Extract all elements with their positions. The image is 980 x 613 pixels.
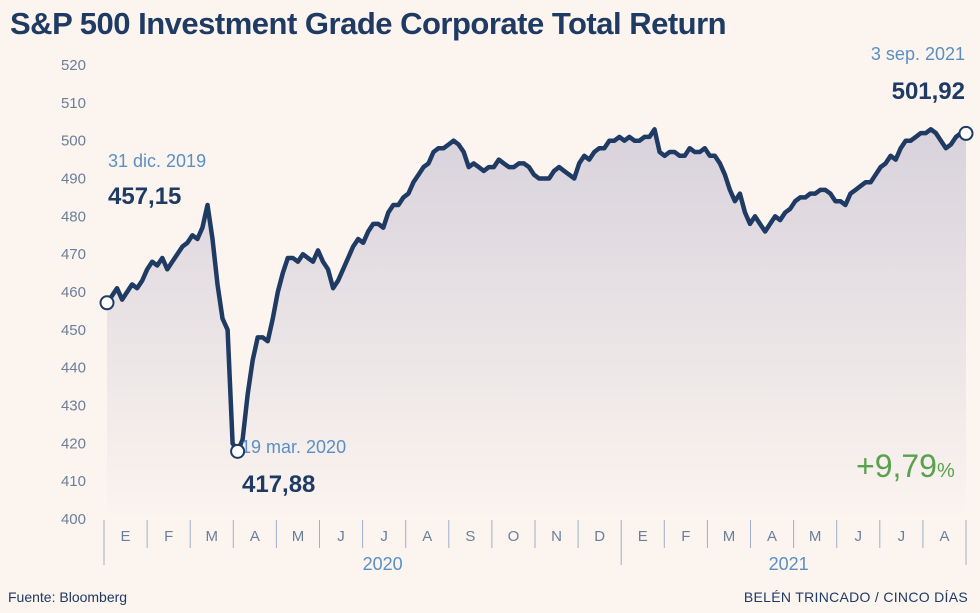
annotation-value: 457,15 bbox=[108, 183, 181, 210]
y-tick-label: 420 bbox=[61, 435, 86, 452]
source-note: Fuente: Bloomberg bbox=[8, 589, 128, 605]
credit-note: BELÉN TRINCADO / CINCO DÍAS bbox=[743, 589, 968, 605]
month-label: M bbox=[206, 528, 219, 545]
y-tick-label: 480 bbox=[61, 208, 86, 225]
month-label: M bbox=[723, 528, 736, 545]
annotation-marker bbox=[230, 443, 246, 459]
y-tick-label: 510 bbox=[61, 95, 86, 112]
year-label: 2021 bbox=[769, 554, 809, 574]
annotations: 31 dic. 2019 457,15 19 mar. 2020 417,88 3 se… bbox=[99, 44, 974, 498]
month-label: E bbox=[638, 528, 648, 545]
month-label: A bbox=[422, 528, 432, 545]
year-label: 2020 bbox=[363, 554, 403, 574]
y-tick-label: 520 bbox=[61, 57, 86, 74]
month-label: M bbox=[292, 528, 305, 545]
annotation-date: 3 sep. 2021 bbox=[871, 44, 965, 64]
y-tick-label: 440 bbox=[61, 360, 86, 377]
month-label: J bbox=[855, 528, 863, 545]
month-label: J bbox=[380, 528, 388, 545]
month-label: E bbox=[121, 528, 131, 545]
month-label: F bbox=[681, 528, 690, 545]
y-axis: 400 410 420 430 440 450 460 470 480 490 500 510 520 bbox=[61, 57, 86, 528]
y-tick-label: 430 bbox=[61, 398, 86, 415]
month-label: A bbox=[250, 528, 260, 545]
annotation-value: 501,92 bbox=[892, 78, 965, 105]
annotation-date: 31 dic. 2019 bbox=[108, 151, 206, 171]
y-tick-label: 490 bbox=[61, 171, 86, 188]
y-tick-label: 410 bbox=[61, 473, 86, 490]
annotation-value: 417,88 bbox=[242, 471, 315, 498]
month-label: D bbox=[594, 528, 605, 545]
series-line bbox=[104, 127, 969, 454]
y-tick-label: 400 bbox=[61, 511, 86, 528]
chart-title: S&P 500 Investment Grade Corporate Total… bbox=[10, 6, 727, 41]
month-label: J bbox=[337, 528, 345, 545]
annotation-marker bbox=[99, 295, 115, 311]
y-tick-label: 500 bbox=[61, 133, 86, 150]
month-label: A bbox=[939, 528, 949, 545]
change-value: +9,79% bbox=[856, 448, 955, 484]
month-label: A bbox=[767, 528, 777, 545]
month-label: O bbox=[508, 528, 520, 545]
x-axis: E F M A M J J A S O N D E F M A M J J A 2020 2021 bbox=[103, 520, 967, 574]
y-tick-label: 460 bbox=[61, 284, 86, 301]
annotation-date: 19 mar. 2020 bbox=[241, 437, 346, 457]
y-tick-label: 450 bbox=[61, 322, 86, 339]
y-tick-label: 470 bbox=[61, 246, 86, 263]
annotation-marker bbox=[958, 125, 974, 141]
month-label: F bbox=[164, 528, 173, 545]
area-fill bbox=[107, 129, 966, 520]
month-label: S bbox=[465, 528, 475, 545]
month-label: J bbox=[898, 528, 906, 545]
month-label: N bbox=[551, 528, 562, 545]
month-label: M bbox=[809, 528, 822, 545]
